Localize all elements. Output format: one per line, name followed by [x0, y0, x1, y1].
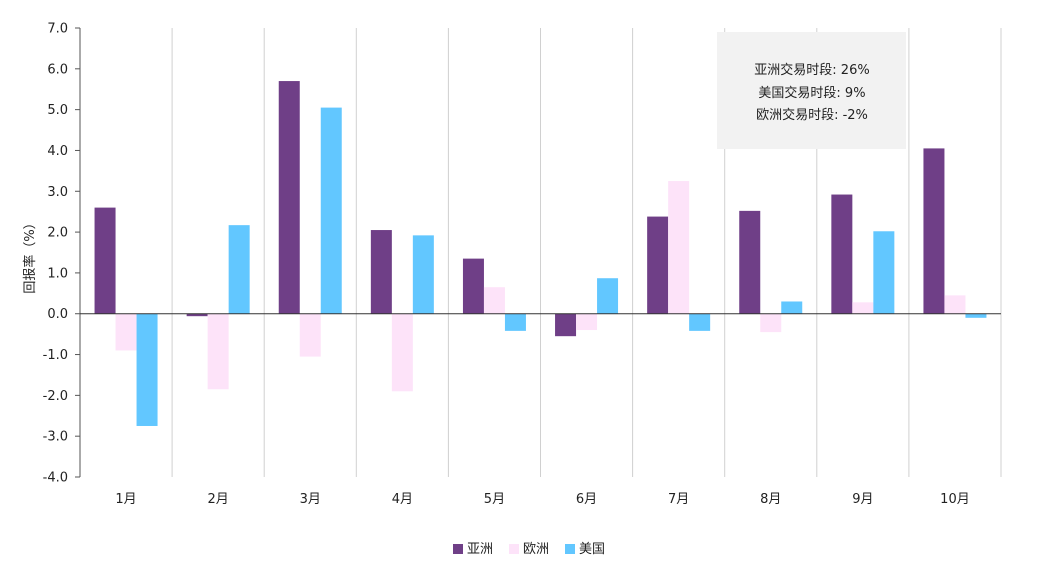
bar-亚洲-4月: [370, 230, 392, 314]
bar-亚洲-6月: [555, 313, 577, 337]
legend-swatch-美国: [565, 544, 575, 554]
x-category-label: 8月: [760, 492, 781, 507]
bar-美国-4月: [412, 235, 434, 314]
bar-美国-6月: [597, 278, 619, 314]
x-category-label: 5月: [484, 492, 505, 507]
y-tick-label: -1.0: [43, 348, 68, 363]
x-category-label: 9月: [852, 492, 873, 507]
bar-亚洲-1月: [94, 207, 116, 314]
x-category-label: 4月: [392, 492, 413, 507]
x-category-label: 7月: [668, 492, 689, 507]
y-tick-label: 2.0: [47, 226, 68, 241]
bar-欧洲-10月: [944, 295, 966, 314]
bar-亚洲-8月: [739, 210, 761, 314]
bar-美国-5月: [504, 313, 526, 331]
legend-label-亚洲: 亚洲: [467, 542, 493, 557]
annotation-line-europe: 欧洲交易时段: -2%: [756, 107, 868, 123]
bar-欧洲-2月: [207, 313, 229, 390]
x-category-label: 3月: [300, 492, 321, 507]
bar-欧洲-5月: [483, 287, 505, 314]
bars-layer: [94, 81, 987, 426]
annotation-line-asia: 亚洲交易时段: 26%: [754, 62, 869, 78]
y-tick-label: 4.0: [47, 144, 68, 159]
legend-label-欧洲: 欧洲: [523, 542, 549, 557]
bar-美国-7月: [689, 313, 711, 331]
y-axis-title: 回报率（%）: [22, 216, 38, 293]
bar-欧洲-7月: [668, 181, 690, 314]
x-category-label: 10月: [940, 492, 970, 507]
legend-swatch-亚洲: [453, 544, 463, 554]
bar-欧洲-4月: [391, 313, 413, 392]
annotation-box: 亚洲交易时段: 26% 美国交易时段: 9% 欧洲交易时段: -2%: [717, 32, 906, 149]
bar-美国-1月: [136, 313, 158, 426]
annotation-background: [717, 32, 906, 149]
y-tick-label: 3.0: [47, 185, 68, 200]
axis-layer: 7.0 6.0 5.0 4.0 3.0 2.0 1.0 0.0 -1.0 -2.0 -3.0 -4.0…: [43, 22, 1001, 507]
y-tick-label: 6.0: [47, 62, 68, 77]
bar-美国-2月: [228, 225, 250, 314]
y-tick-label: -3.0: [43, 430, 68, 445]
bar-亚洲-3月: [278, 81, 300, 314]
bar-亚洲-2月: [186, 313, 208, 317]
bar-亚洲-9月: [831, 194, 853, 314]
x-category-label: 6月: [576, 492, 597, 507]
bar-亚洲-7月: [647, 216, 669, 314]
bar-欧洲-1月: [115, 313, 137, 351]
y-tick-label: 1.0: [47, 266, 68, 281]
legend: 亚洲 欧洲 美国: [453, 542, 605, 557]
bar-亚洲-10月: [923, 148, 945, 314]
bar-美国-10月: [965, 313, 987, 318]
bar-欧洲-8月: [760, 313, 782, 333]
bar-欧洲-6月: [576, 313, 598, 331]
annotation-line-us: 美国交易时段: 9%: [758, 85, 865, 101]
bar-美国-3月: [320, 107, 342, 314]
y-tick-label: 5.0: [47, 103, 68, 118]
bar-美国-9月: [873, 231, 895, 314]
bar-美国-8月: [781, 301, 803, 314]
y-tick-label: -2.0: [43, 389, 68, 404]
bar-欧洲-9月: [852, 302, 874, 314]
x-category-label: 2月: [208, 492, 229, 507]
x-category-label: 1月: [115, 492, 136, 507]
legend-label-美国: 美国: [579, 542, 605, 557]
y-tick-label: -4.0: [43, 471, 68, 486]
bar-亚洲-5月: [462, 258, 484, 314]
y-tick-label: 0.0: [47, 307, 68, 322]
legend-swatch-欧洲: [509, 544, 519, 554]
bar-欧洲-3月: [299, 313, 321, 357]
y-tick-label: 7.0: [47, 22, 68, 37]
